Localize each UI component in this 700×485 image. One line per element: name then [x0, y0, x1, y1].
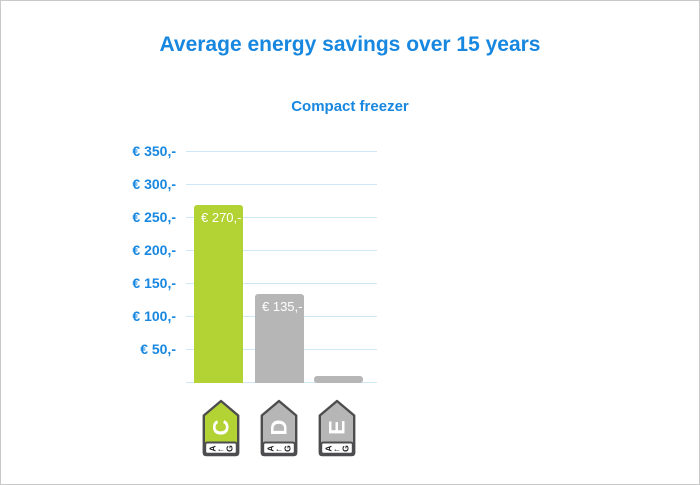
- gridline: [186, 250, 377, 251]
- y-tick-label: € 350,-: [132, 143, 176, 159]
- chart-title: Average energy savings over 15 years: [159, 33, 541, 56]
- energy-label-row: C A ← G D A ← G E A ← G: [1, 399, 699, 463]
- tag-scale-footer: [262, 441, 296, 455]
- tag-scale-from: A: [266, 446, 276, 452]
- tag-class-letter: E: [325, 420, 350, 435]
- y-tick-label: € 150,-: [132, 275, 176, 291]
- energy-class-tag-C: C A ← G: [202, 399, 240, 457]
- tag-scale-footer: [320, 441, 354, 455]
- gridline: [186, 283, 377, 284]
- bar-D: € 135,-: [255, 294, 304, 383]
- gridline: [186, 217, 377, 218]
- tag-scale-to: G: [225, 445, 235, 452]
- y-axis-ticks: € 350,- € 300,- € 250,- € 200,- € 150,- € 100…: [1, 1, 176, 484]
- tag-scale-arrow-icon: ←: [275, 444, 284, 454]
- bar-value-label: € 135,-: [262, 299, 303, 314]
- tag-scale-arrow-icon: ←: [217, 444, 226, 454]
- energy-class-tag-E: E A ← G: [318, 399, 356, 457]
- bar-E: [314, 376, 363, 383]
- tag-scale-to: G: [283, 445, 293, 452]
- tag-class-letter: D: [267, 420, 292, 436]
- tag-scale-from: A: [324, 446, 334, 452]
- gridline: [186, 184, 377, 185]
- bar-value-label: € 270,-: [201, 210, 242, 225]
- y-tick-label: € 300,-: [132, 176, 176, 192]
- tag-scale-from: A: [208, 446, 218, 452]
- y-tick-label: € 250,-: [132, 209, 176, 225]
- tag-scale-arrow-icon: ←: [333, 444, 342, 454]
- tag-class-letter: C: [209, 419, 234, 435]
- y-tick-label: € 50,-: [140, 341, 176, 357]
- tag-scale-to: G: [341, 445, 351, 452]
- bar-C: € 270,-: [194, 205, 243, 383]
- y-tick-label: € 100,-: [132, 308, 176, 324]
- plot-area: € 270,- € 135,-: [186, 151, 377, 383]
- y-tick-label: € 200,-: [132, 242, 176, 258]
- gridline: [186, 151, 377, 152]
- energy-class-tag-D: D A ← G: [260, 399, 298, 457]
- tag-scale-footer: [204, 441, 238, 455]
- chart-subtitle: Compact freezer: [291, 98, 409, 115]
